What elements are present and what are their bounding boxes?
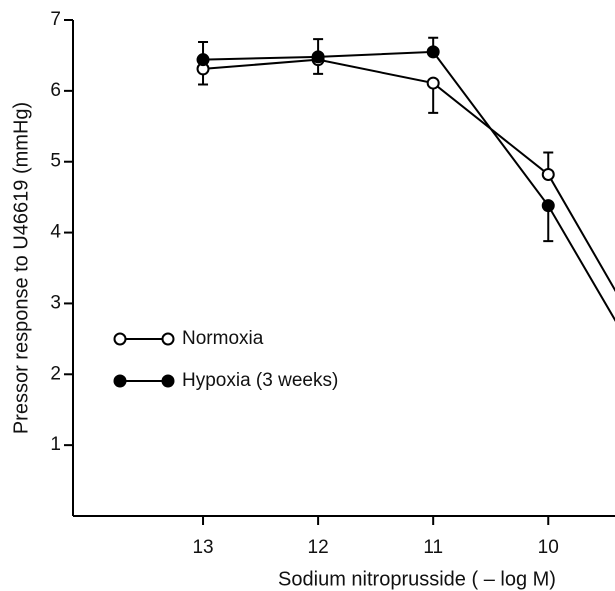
marker	[426, 76, 440, 90]
y-tick-label: 2	[50, 363, 61, 384]
legend-marker	[161, 374, 175, 388]
legend-label: Normoxia	[182, 328, 264, 349]
x-tick-label: 13	[192, 537, 213, 558]
y-tick-label: 6	[50, 80, 61, 101]
series-line	[203, 50, 615, 322]
legend-marker	[113, 374, 127, 388]
y-tick-label: 1	[50, 434, 61, 455]
x-tick-label: 11	[423, 537, 443, 558]
y-tick-label: 3	[50, 292, 61, 313]
marker	[311, 50, 325, 64]
y-tick-label: 4	[50, 222, 61, 243]
y-tick-label: 5	[50, 151, 61, 172]
marker	[426, 45, 440, 59]
y-axis-label: Pressor response to U46619 (mmHg)	[10, 102, 32, 434]
marker	[196, 53, 210, 67]
plot-area	[196, 36, 615, 322]
series-line	[202, 58, 615, 292]
x-tick-label: 10	[538, 537, 559, 558]
y-tick-label: 7	[50, 9, 61, 30]
marker	[541, 167, 555, 181]
marker	[541, 199, 555, 213]
legend-marker	[113, 332, 127, 346]
legend-marker	[161, 332, 175, 346]
x-axis-label: Sodium nitroprusside ( – log M)	[278, 568, 556, 590]
x-tick-label: 12	[308, 537, 329, 558]
legend-label: Hypoxia (3 weeks)	[182, 370, 338, 391]
